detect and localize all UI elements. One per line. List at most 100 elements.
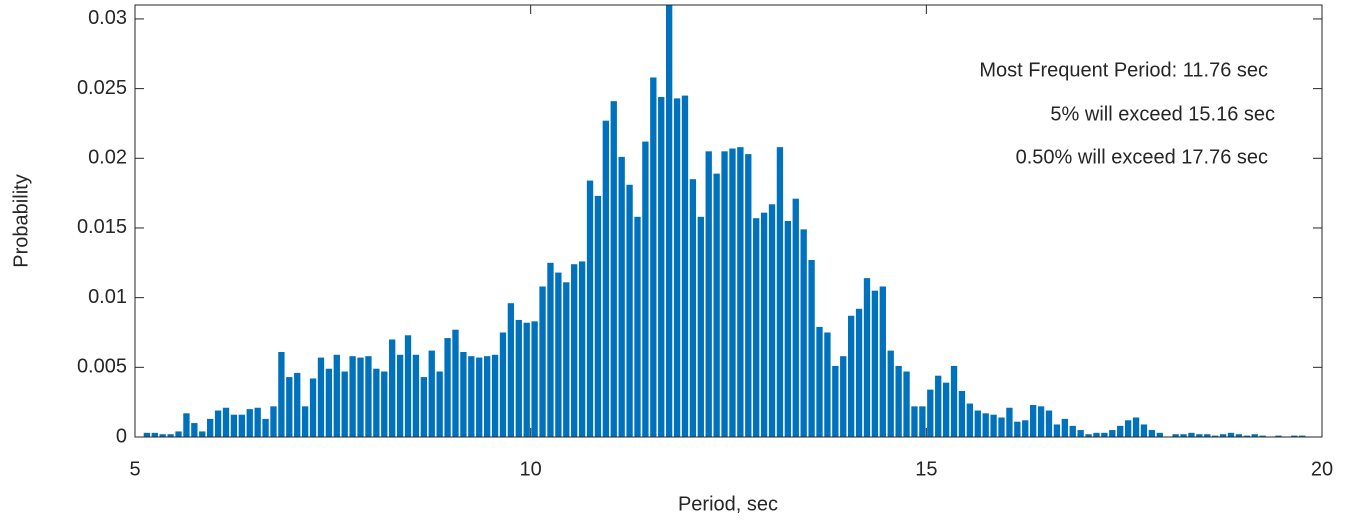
- bar: [990, 414, 997, 437]
- bar: [191, 423, 198, 437]
- bar: [753, 218, 760, 437]
- y-tick-label: 0.03: [88, 7, 127, 29]
- bar: [563, 282, 570, 437]
- bar: [800, 229, 807, 437]
- bar: [254, 407, 261, 437]
- bar: [325, 368, 333, 437]
- bar: [935, 375, 942, 437]
- bar: [966, 403, 974, 437]
- bar: [1037, 406, 1045, 437]
- bar: [183, 413, 190, 437]
- bar: [998, 417, 1005, 437]
- bar: [199, 431, 206, 437]
- annotation: 5% will exceed 15.16 sec: [1050, 103, 1275, 125]
- bar: [792, 198, 799, 437]
- bar: [1045, 410, 1053, 437]
- x-axis-label: Period, sec: [678, 493, 778, 515]
- bar: [396, 354, 404, 437]
- bar: [1148, 430, 1156, 437]
- bar: [887, 350, 894, 437]
- bar: [594, 195, 602, 437]
- bar: [436, 371, 443, 437]
- bar: [1132, 417, 1140, 437]
- bar: [246, 409, 253, 437]
- bar: [871, 290, 879, 437]
- bar: [855, 308, 863, 437]
- bar: [650, 77, 657, 437]
- bar: [634, 216, 641, 437]
- bar: [555, 272, 562, 437]
- bar: [737, 147, 744, 437]
- bar: [547, 262, 554, 437]
- bar: [317, 357, 325, 437]
- annotation: Most Frequent Period: 11.76 sec: [979, 59, 1268, 81]
- bar: [586, 180, 594, 437]
- bar: [428, 350, 435, 437]
- bar: [349, 356, 356, 437]
- bar: [911, 406, 918, 437]
- y-tick-label: 0.015: [77, 216, 127, 238]
- bar: [816, 326, 823, 437]
- bars: [143, 5, 1306, 437]
- y-axis-label: Probability: [10, 174, 32, 267]
- bar: [942, 382, 950, 437]
- bar: [523, 322, 530, 437]
- bar: [175, 431, 182, 437]
- bar: [151, 432, 158, 437]
- bar: [1093, 432, 1100, 437]
- bar: [808, 260, 815, 437]
- x-tick-label: 5: [129, 458, 140, 480]
- bar: [1196, 434, 1203, 437]
- bar: [412, 354, 420, 437]
- bar: [927, 389, 934, 437]
- bar: [1140, 424, 1148, 437]
- bar: [1053, 424, 1061, 437]
- bar: [214, 410, 222, 437]
- axes-box: [134, 4, 1323, 438]
- bar: [1172, 434, 1179, 437]
- bar: [468, 356, 475, 437]
- bar: [578, 261, 586, 437]
- bar: [1006, 407, 1013, 437]
- bar: [895, 365, 902, 437]
- bar: [389, 339, 396, 437]
- bar: [602, 120, 610, 437]
- bar: [1299, 435, 1306, 437]
- bar: [365, 356, 372, 437]
- bar: [1077, 430, 1084, 437]
- bar: [270, 406, 277, 437]
- bar: [721, 151, 728, 437]
- bar: [1251, 434, 1258, 437]
- y-tick-label: 0: [116, 425, 127, 447]
- bar: [610, 101, 617, 437]
- bar: [1212, 435, 1219, 437]
- bar: [982, 413, 989, 437]
- bar: [483, 356, 491, 437]
- bar: [840, 356, 847, 437]
- bar: [143, 432, 151, 437]
- bar: [1235, 434, 1243, 437]
- bar: [341, 371, 348, 437]
- bar: [1014, 421, 1021, 437]
- bar: [705, 151, 712, 437]
- bar: [1156, 432, 1163, 437]
- bar: [713, 173, 720, 437]
- bar: [1219, 434, 1227, 437]
- bar: [207, 418, 214, 437]
- bar: [832, 365, 839, 437]
- bar: [1275, 435, 1282, 437]
- bar: [452, 329, 459, 437]
- bar: [768, 204, 776, 437]
- bar: [745, 154, 752, 437]
- bar: [776, 147, 784, 437]
- bar: [230, 414, 238, 437]
- bar: [1180, 434, 1187, 437]
- bar: [1109, 430, 1116, 437]
- bar: [1227, 432, 1235, 437]
- bar: [974, 410, 981, 437]
- bar: [879, 286, 886, 437]
- bar: [847, 315, 855, 437]
- bar: [784, 221, 792, 437]
- bar: [729, 148, 736, 437]
